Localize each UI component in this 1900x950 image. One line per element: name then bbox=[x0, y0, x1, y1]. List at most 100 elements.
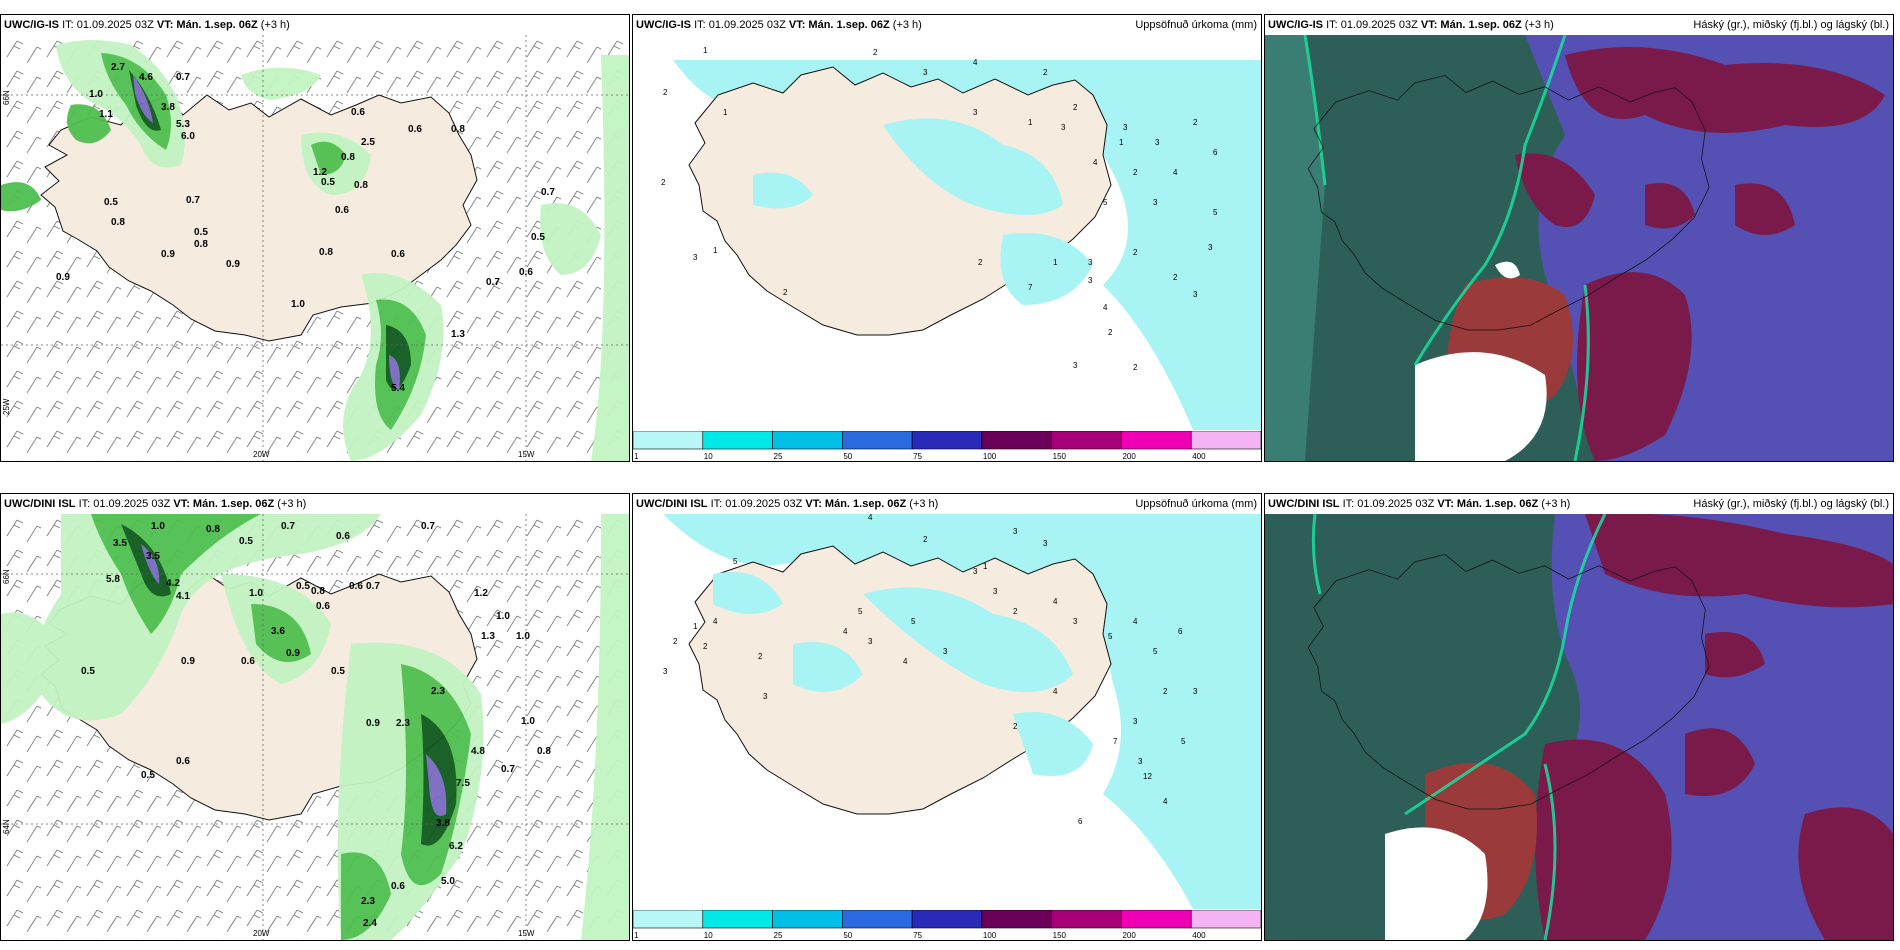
colorbar-swatch bbox=[981, 431, 1052, 450]
svg-text:0.8: 0.8 bbox=[111, 217, 125, 228]
svg-text:0.6: 0.6 bbox=[241, 656, 255, 667]
svg-text:1: 1 bbox=[983, 562, 988, 571]
colorbar-swatch bbox=[981, 910, 1052, 929]
colorbar-swatch bbox=[1121, 431, 1192, 450]
svg-text:64N: 64N bbox=[2, 819, 11, 834]
svg-text:4: 4 bbox=[1093, 158, 1098, 167]
colorbar-swatch bbox=[911, 431, 983, 450]
svg-text:0.6: 0.6 bbox=[349, 581, 363, 592]
svg-text:5: 5 bbox=[911, 617, 916, 626]
svg-text:5: 5 bbox=[733, 557, 738, 566]
svg-text:3.5: 3.5 bbox=[146, 551, 160, 562]
svg-text:0.7: 0.7 bbox=[366, 581, 380, 592]
svg-text:6: 6 bbox=[1178, 627, 1183, 636]
svg-text:2: 2 bbox=[978, 258, 983, 267]
colorbar-tick-label: 1 bbox=[634, 931, 639, 940]
svg-text:7: 7 bbox=[1113, 737, 1118, 746]
svg-text:5.4: 5.4 bbox=[391, 383, 405, 394]
init-time: IT: 01.09.2025 03Z bbox=[1326, 19, 1418, 31]
svg-text:5: 5 bbox=[858, 607, 863, 616]
svg-text:2.4: 2.4 bbox=[363, 918, 377, 929]
svg-text:0.8: 0.8 bbox=[451, 124, 465, 135]
svg-text:0.9: 0.9 bbox=[56, 272, 70, 283]
svg-text:3: 3 bbox=[1133, 717, 1138, 726]
svg-text:1.0: 1.0 bbox=[496, 611, 510, 622]
panel-header: UWC/IG-IS IT: 01.09.2025 03Z VT: Mán. 1.… bbox=[1265, 15, 1893, 35]
precip-shading bbox=[1, 40, 629, 461]
colorbar-swatch bbox=[702, 431, 773, 450]
panel-header: UWC/IG-IS IT: 01.09.2025 03Z VT: Mán. 1.… bbox=[1, 15, 629, 35]
lead-time: (+3 h) bbox=[1524, 19, 1554, 31]
colorbar-swatch bbox=[633, 910, 704, 929]
svg-text:1.0: 1.0 bbox=[151, 521, 165, 532]
svg-text:0.9: 0.9 bbox=[226, 259, 240, 270]
colorbar-tick-label: 100 bbox=[983, 452, 997, 461]
svg-text:1: 1 bbox=[723, 108, 728, 117]
svg-text:3: 3 bbox=[868, 637, 873, 646]
svg-text:1.2: 1.2 bbox=[313, 167, 327, 178]
svg-text:2: 2 bbox=[923, 535, 928, 544]
model-label: UWC/IG-IS bbox=[1268, 19, 1323, 31]
svg-text:5.0: 5.0 bbox=[441, 876, 455, 887]
svg-text:3.8: 3.8 bbox=[436, 818, 450, 829]
svg-text:2.3: 2.3 bbox=[361, 896, 375, 907]
accum-value-labels: 1 2 2 3 1 1 2 2 3 3 4 2 1 3 2 1 2 3 4 3 … bbox=[661, 46, 1218, 372]
svg-text:4.2: 4.2 bbox=[166, 578, 180, 589]
panel-bottom-middle: UWC/DINI ISL IT: 01.09.2025 03Z VT: Mán.… bbox=[632, 493, 1262, 941]
precip-value-labels: 2.7 4.6 0.7 1.0 3.8 5.3 6.0 1.1 0.6 2.5 … bbox=[56, 62, 555, 394]
svg-text:0.7: 0.7 bbox=[176, 72, 190, 83]
colorbar-swatch bbox=[1051, 910, 1122, 929]
precip-wind-map: 20W 15W 66N 64N 3.5 1.0 0.7 0.8 0.5 0.6 … bbox=[1, 514, 629, 940]
svg-text:3.6: 3.6 bbox=[271, 626, 285, 637]
colorbar-tick-label: 200 bbox=[1122, 931, 1136, 940]
colorbar-tick-label: 50 bbox=[843, 452, 852, 461]
svg-text:15W: 15W bbox=[518, 929, 535, 938]
init-time: IT: 01.09.2025 03Z bbox=[1342, 498, 1435, 510]
svg-text:2: 2 bbox=[873, 48, 878, 57]
panel-header: UWC/DINI ISL IT: 01.09.2025 03Z VT: Mán.… bbox=[633, 494, 1261, 514]
svg-text:2: 2 bbox=[758, 652, 763, 661]
svg-text:2: 2 bbox=[1108, 328, 1113, 337]
model-label: UWC/IG-IS bbox=[4, 19, 59, 31]
svg-text:0.5: 0.5 bbox=[531, 232, 545, 243]
panel-bottom-right: UWC/DINI ISL IT: 01.09.2025 03Z VT: Mán.… bbox=[1264, 493, 1894, 941]
colorbar-tick-label: 150 bbox=[1053, 452, 1067, 461]
svg-text:2: 2 bbox=[1163, 687, 1168, 696]
field-title: Uppsöfnuð úrkoma (mm) bbox=[1135, 498, 1257, 510]
svg-text:1: 1 bbox=[1119, 138, 1124, 147]
svg-text:3: 3 bbox=[1123, 123, 1128, 132]
svg-text:4.6: 4.6 bbox=[139, 72, 153, 83]
panel-top-left: UWC/IG-IS IT: 01.09.2025 03Z VT: Mán. 1.… bbox=[0, 14, 630, 462]
svg-text:0.9: 0.9 bbox=[366, 718, 380, 729]
svg-text:2: 2 bbox=[1193, 118, 1198, 127]
svg-text:2: 2 bbox=[1073, 103, 1078, 112]
colorbar-tick-label: 400 bbox=[1192, 452, 1206, 461]
svg-text:0.6: 0.6 bbox=[408, 124, 422, 135]
svg-text:66N: 66N bbox=[2, 569, 11, 584]
panel-header: UWC/DINI ISL IT: 01.09.2025 03Z VT: Mán.… bbox=[1265, 494, 1893, 514]
colorbar-tick-label: 75 bbox=[913, 931, 922, 940]
svg-text:1.1: 1.1 bbox=[99, 109, 113, 120]
svg-text:0.8: 0.8 bbox=[311, 586, 325, 597]
svg-text:1: 1 bbox=[693, 622, 698, 631]
svg-text:5: 5 bbox=[1103, 198, 1108, 207]
svg-text:3: 3 bbox=[1208, 243, 1213, 252]
svg-text:6: 6 bbox=[1213, 148, 1218, 157]
svg-text:1.2: 1.2 bbox=[474, 588, 488, 599]
field-title: Háský (gr.), miðský (fj.bl.) og lágský (… bbox=[1693, 19, 1889, 31]
svg-text:2: 2 bbox=[1013, 607, 1018, 616]
init-time: IT: 01.09.2025 03Z bbox=[62, 19, 154, 31]
lat-label-66n: 66N bbox=[2, 90, 11, 105]
svg-text:3: 3 bbox=[1088, 276, 1093, 285]
svg-text:2: 2 bbox=[783, 288, 788, 297]
init-time: IT: 01.09.2025 03Z bbox=[694, 19, 786, 31]
lon-label-20w: 20W bbox=[253, 450, 270, 459]
lead-time: (+3 h) bbox=[1541, 498, 1571, 510]
svg-text:2.5: 2.5 bbox=[361, 137, 375, 148]
svg-text:1.0: 1.0 bbox=[516, 631, 530, 642]
svg-text:4: 4 bbox=[1103, 303, 1108, 312]
svg-text:0.8: 0.8 bbox=[194, 239, 208, 250]
colorbar-tick-label: 200 bbox=[1122, 452, 1136, 461]
panel-top-middle: UWC/IG-IS IT: 01.09.2025 03Z VT: Mán. 1.… bbox=[632, 14, 1262, 462]
colorbar-swatch bbox=[772, 431, 843, 450]
